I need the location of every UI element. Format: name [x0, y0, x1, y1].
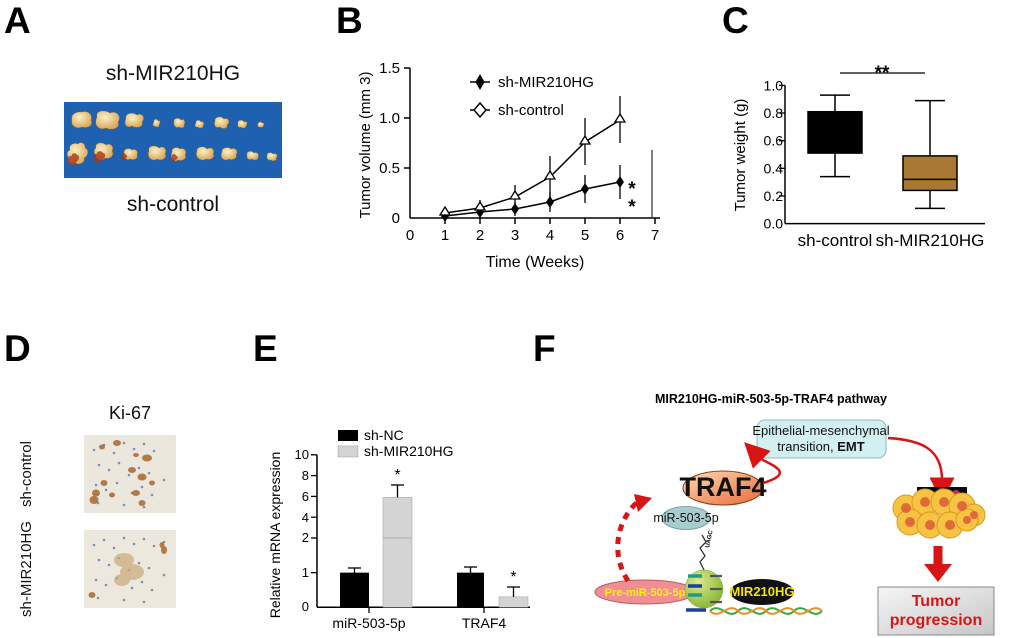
svg-text:transition, EMT: transition, EMT — [777, 439, 864, 454]
svg-text:Tumor volume (mm 3): Tumor volume (mm 3) — [357, 72, 374, 219]
svg-text:Tumor: Tumor — [912, 593, 961, 610]
svg-text:6: 6 — [616, 227, 624, 244]
svg-text:5: 5 — [581, 227, 589, 244]
svg-text:sh-MIR210HG: sh-MIR210HG — [498, 74, 594, 91]
svg-text:1.5: 1.5 — [379, 60, 400, 77]
svg-text:10: 10 — [295, 447, 309, 462]
svg-text:sh-control: sh-control — [798, 231, 873, 250]
svg-text:MIR210HG-miR-503-5p-TRAF4 path: MIR210HG-miR-503-5p-TRAF4 pathway — [655, 392, 887, 406]
svg-text:7: 7 — [651, 227, 659, 244]
svg-text:0.5: 0.5 — [379, 160, 400, 177]
svg-text:Tumor weight (g): Tumor weight (g) — [732, 99, 749, 212]
svg-text:*: * — [628, 197, 636, 218]
svg-text:0.4: 0.4 — [764, 160, 784, 176]
svg-text:TRAF4: TRAF4 — [680, 472, 767, 502]
svg-text:miR-503-5p: miR-503-5p — [332, 615, 405, 631]
svg-text:*: * — [394, 467, 400, 484]
svg-text:sh-NC: sh-NC — [364, 427, 404, 443]
svg-text:TRAF4: TRAF4 — [462, 615, 507, 631]
svg-text:MIR210HG: MIR210HG — [729, 584, 794, 599]
svg-text:Epithelial-mesenchymal: Epithelial-mesenchymal — [752, 423, 889, 438]
svg-text:sh-MIR210HG: sh-MIR210HG — [876, 231, 985, 250]
svg-text:2: 2 — [302, 530, 309, 545]
svg-text:sh-control: sh-control — [498, 102, 564, 119]
svg-text:0.6: 0.6 — [764, 133, 784, 149]
svg-text:Pre-miR-503-5p: Pre-miR-503-5p — [605, 587, 686, 599]
svg-text:1.0: 1.0 — [379, 110, 400, 127]
svg-text:0.2: 0.2 — [764, 188, 784, 204]
svg-text:progression: progression — [890, 612, 982, 629]
svg-text:1: 1 — [302, 565, 309, 580]
svg-text:4: 4 — [546, 227, 554, 244]
svg-text:0.8: 0.8 — [764, 105, 784, 121]
svg-text:3: 3 — [511, 227, 519, 244]
svg-text:4: 4 — [302, 510, 309, 525]
svg-text:0: 0 — [392, 210, 400, 227]
svg-text:0: 0 — [406, 227, 414, 244]
svg-text:1: 1 — [441, 227, 449, 244]
svg-text:6: 6 — [302, 489, 309, 504]
svg-text:sh-MIR210HG: sh-MIR210HG — [364, 443, 453, 459]
svg-text:miR-503-5p: miR-503-5p — [653, 511, 718, 525]
svg-text:Time (Weeks): Time (Weeks) — [486, 254, 585, 271]
svg-text:2: 2 — [476, 227, 484, 244]
svg-text:8: 8 — [302, 468, 309, 483]
svg-text:0.0: 0.0 — [764, 216, 784, 232]
svg-text:0: 0 — [302, 599, 309, 614]
svg-text:1.0: 1.0 — [764, 77, 784, 93]
svg-text:Relative mRNA expression: Relative mRNA expression — [267, 452, 283, 619]
svg-text:UAGC: UAGC — [705, 529, 715, 548]
